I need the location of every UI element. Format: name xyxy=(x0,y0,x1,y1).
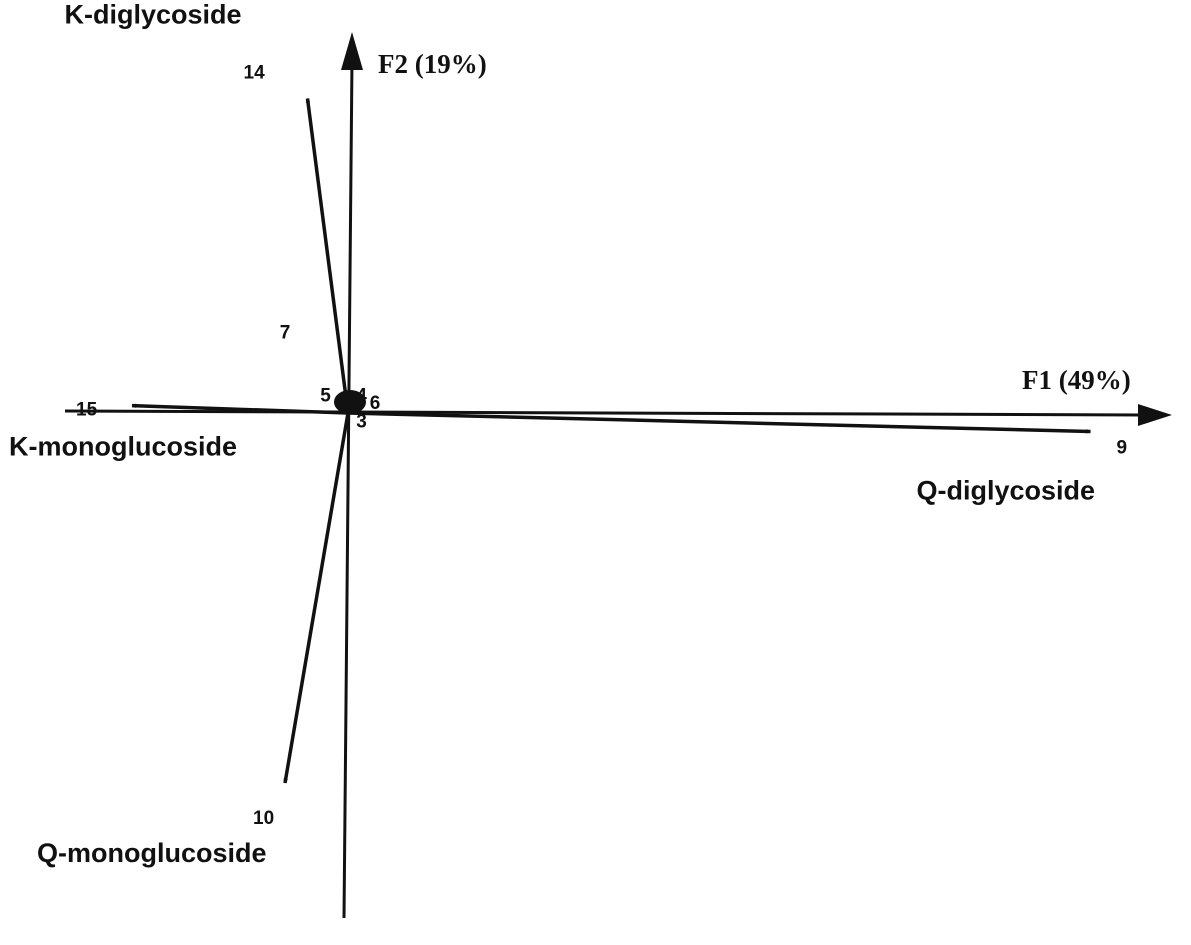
vector-arrow-9 xyxy=(347,411,1091,434)
f2-axis-line xyxy=(342,59,354,919)
point-label-7: 7 xyxy=(280,323,291,344)
f2-axis-arrowhead xyxy=(341,32,363,70)
vector-arrow-15 xyxy=(131,403,349,415)
vector-name-label-15: K-monoglucoside xyxy=(9,432,237,462)
f1-axis-line xyxy=(64,409,1151,417)
vector-name-label-14: K-diglycoside xyxy=(65,0,242,30)
f1-axis-arrowhead xyxy=(1138,404,1172,426)
vector-name-label-9: Q-diglycoside xyxy=(917,476,1096,506)
vector-id-label-14: 14 xyxy=(244,63,266,84)
vector-arrow-10 xyxy=(283,412,350,784)
point-label-6: 6 xyxy=(370,393,381,414)
point-label-3: 3 xyxy=(356,411,367,432)
observation-labels: 7 5 4 63 xyxy=(280,323,381,433)
vector-arrow-14 xyxy=(305,98,350,414)
vector-name-label-10: Q-monoglucoside xyxy=(37,838,267,868)
loading-vectors: 14 K-diglycoside 15 K-monoglucoside 9 Q-digly… xyxy=(9,0,1127,868)
vector-id-label-9: 9 xyxy=(1117,438,1128,459)
f2-axis-title: F2 (19%) xyxy=(378,49,487,79)
f1-axis-title: F1 (49%) xyxy=(1022,365,1131,395)
origin-cluster xyxy=(334,390,366,414)
vector-id-label-10: 10 xyxy=(253,808,274,829)
vector-id-label-15: 15 xyxy=(76,400,98,421)
point-label-5: 5 xyxy=(320,386,331,407)
point-label-4: 4 xyxy=(356,386,367,407)
